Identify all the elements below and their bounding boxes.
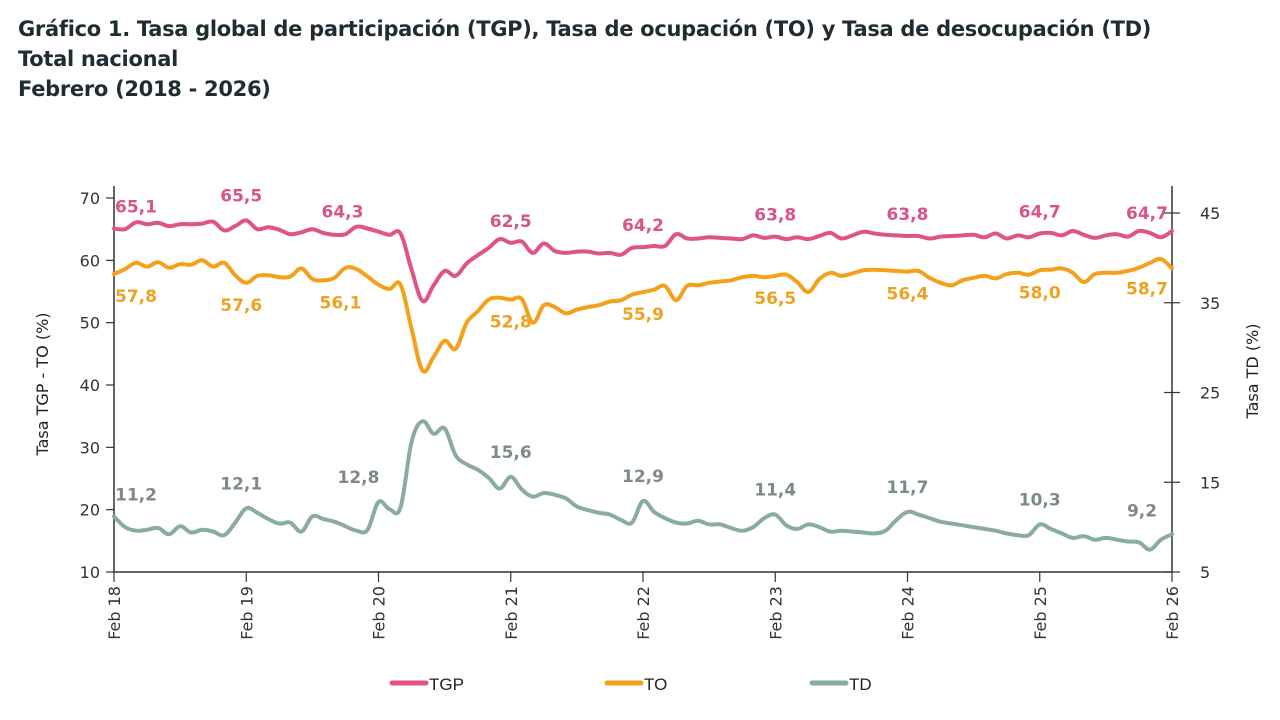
data-label-to: 56,4: [887, 285, 929, 305]
data-label-td: 12,1: [220, 474, 262, 494]
x-tick-label: Feb 23: [766, 586, 785, 640]
data-label-td: 10,3: [1019, 490, 1061, 510]
x-tick-label: Feb 26: [1163, 586, 1182, 640]
x-tick-label: Feb 24: [899, 586, 918, 640]
data-label-to: 58,7: [1126, 279, 1168, 299]
x-tick-label: Feb 20: [370, 586, 389, 640]
data-label-to: 58,0: [1019, 283, 1061, 303]
x-tick-label: Feb 21: [502, 586, 521, 640]
x-tick-label: Feb 22: [634, 586, 653, 640]
left-axis-title: Tasa TGP - TO (%): [33, 312, 52, 456]
data-label-to: 52,8: [490, 313, 532, 333]
left-tick-label: 60: [80, 251, 100, 270]
data-label-to: 57,6: [220, 296, 262, 316]
series-line-tgp: [112, 218, 1174, 304]
data-label-tgp: 65,5: [220, 186, 262, 206]
legend-label-to: TO: [644, 675, 667, 694]
data-label-td: 11,4: [754, 481, 796, 501]
data-label-to: 55,9: [622, 305, 664, 325]
data-label-tgp: 64,7: [1019, 203, 1061, 223]
chart-title-block: Gráfico 1. Tasa global de participación …: [18, 14, 1151, 104]
left-tick-label: 70: [80, 189, 100, 208]
data-label-tgp: 63,8: [754, 206, 796, 226]
axes: 10 20 30 40 50 60 70 5 15 25 35 45 Feb 18 Feb 19 Feb 2…: [33, 186, 1262, 640]
chart-title: Gráfico 1. Tasa global de participación …: [18, 17, 1152, 41]
data-label-tgp: 62,5: [490, 212, 532, 232]
data-label-tgp: 63,8: [887, 205, 929, 225]
legend-label-tgp: TGP: [429, 675, 464, 694]
legend-item-tgp: TGP: [389, 675, 464, 694]
legend-label-td: TD: [849, 675, 872, 694]
data-label-td: 15,6: [490, 443, 532, 463]
right-tick-label: 15: [1200, 473, 1220, 492]
data-label-tgp: 65,1: [115, 198, 157, 218]
right-tick-label: 25: [1200, 384, 1220, 403]
left-tick-label: 30: [80, 438, 100, 457]
x-tick-label: Feb 18: [105, 586, 124, 640]
data-label-td: 11,7: [887, 478, 929, 498]
data-label-td: 9,2: [1127, 501, 1157, 521]
chart-subtitle-period: Febrero (2018 - 2026): [18, 77, 271, 101]
data-label-td: 11,2: [115, 485, 157, 505]
data-label-td: 12,9: [622, 467, 664, 487]
x-tick-label: Feb 19: [237, 586, 256, 640]
series-line-td: [112, 419, 1174, 552]
left-tick-label: 20: [80, 501, 100, 520]
data-label-td: 12,8: [338, 468, 380, 488]
right-tick-label: 45: [1200, 204, 1220, 223]
right-tick-label: 5: [1200, 563, 1210, 582]
chart-subtitle-scope: Total nacional: [18, 47, 178, 71]
left-tick-label: 10: [80, 563, 100, 582]
right-tick-label: 35: [1200, 294, 1220, 313]
x-tick-label: Feb 25: [1031, 586, 1050, 640]
data-label-tgp: 64,3: [322, 203, 364, 223]
left-tick-label: 50: [80, 314, 100, 333]
data-label-tgp: 64,2: [622, 216, 664, 236]
series-line-to: [112, 256, 1174, 374]
legend: TGP TO TD: [389, 675, 872, 694]
data-label-to: 56,1: [320, 294, 362, 314]
data-labels: 65,1 65,5 64,3 62,5 64,2 63,8 63,8 64,7 64,7 57,8…: [115, 186, 1168, 521]
left-tick-label: 40: [80, 376, 100, 395]
series-lines: [112, 218, 1174, 552]
data-label-to: 56,5: [754, 289, 796, 309]
data-label-tgp: 64,7: [1126, 204, 1168, 224]
legend-item-td: TD: [809, 675, 872, 694]
legend-item-to: TO: [604, 675, 667, 694]
data-label-to: 57,8: [115, 287, 157, 307]
right-axis-title: Tasa TD (%): [1243, 323, 1262, 419]
